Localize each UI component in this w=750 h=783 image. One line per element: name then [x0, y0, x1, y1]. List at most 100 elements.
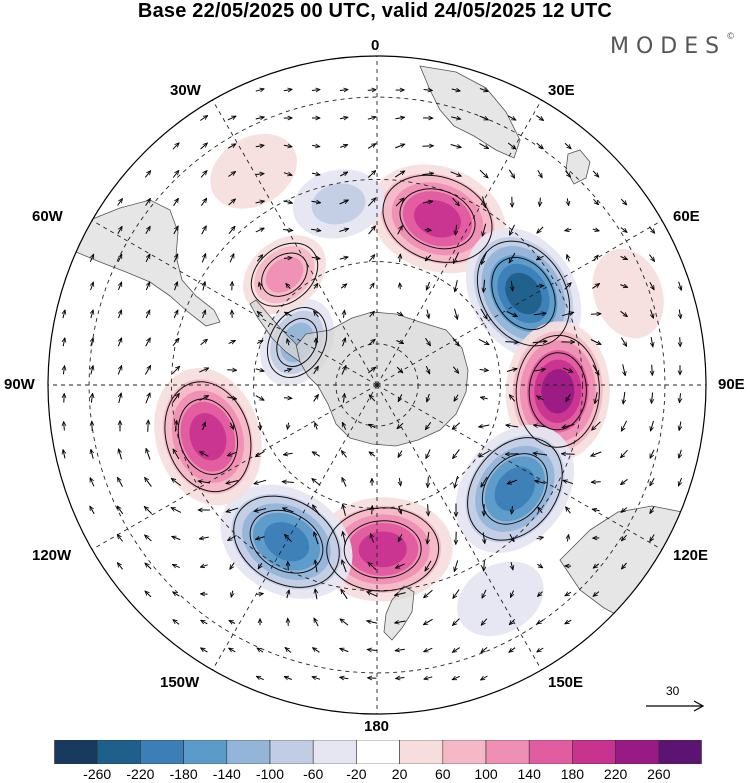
- wind-arrow: [368, 255, 375, 262]
- meridian-line: [91, 384, 378, 550]
- wind-arrow: [423, 618, 433, 624]
- wind-arrow: [145, 254, 151, 263]
- wind-arrow: [428, 504, 429, 516]
- wind-arrow: [538, 507, 543, 514]
- wind-arrow: [341, 366, 347, 375]
- wind-arrow: [198, 481, 211, 483]
- wind-arrow: [175, 282, 178, 291]
- wind-arrow: [537, 226, 544, 233]
- wind-arrow: [118, 338, 121, 347]
- wind-arrow: [428, 476, 429, 488]
- wind-arrow: [536, 537, 544, 539]
- lon-label-120w: 120W: [32, 547, 72, 564]
- latitude-circle: [88, 96, 666, 674]
- wind-arrow: [229, 648, 236, 653]
- wind-arrow: [256, 450, 265, 456]
- height-contour: [481, 453, 548, 525]
- wind-arrow: [341, 589, 348, 600]
- wind-arrow: [200, 143, 208, 150]
- wind-arrow: [651, 420, 654, 431]
- wind-arrow: [227, 397, 236, 399]
- wind-arrow: [453, 252, 459, 264]
- wind-arrow: [452, 366, 458, 374]
- wind-arrow: [535, 481, 546, 484]
- wind-arrow: [423, 201, 433, 203]
- wind-arrow: [311, 90, 320, 91]
- wind-arrow: [620, 337, 626, 347]
- wind-arrow: [312, 452, 321, 457]
- wind-arrow: [283, 508, 294, 513]
- wind-arrow: [229, 620, 236, 624]
- wind-arrow: [452, 422, 461, 429]
- wind-arrow: [367, 90, 376, 91]
- wind-arrow: [313, 395, 319, 402]
- height-contour: [249, 509, 324, 574]
- wind-arrow: [590, 339, 601, 345]
- colorbar-swatch: [658, 740, 702, 764]
- wind-arrow: [367, 117, 376, 119]
- colorbar-tick-label: 140: [517, 766, 541, 782]
- wind-arrow: [651, 337, 653, 347]
- wind-arrow: [537, 620, 544, 624]
- wind-arrow: [649, 281, 654, 290]
- anomaly-level: [210, 133, 297, 209]
- wind-arrow: [368, 339, 375, 346]
- height-contour: [276, 317, 318, 368]
- wind-arrow: [311, 173, 320, 175]
- wind-arrow: [145, 226, 150, 234]
- brand-name: MODES: [610, 34, 727, 59]
- colorbar-swatch: [399, 740, 444, 764]
- wind-arrow: [339, 199, 349, 205]
- wind-arrow: [427, 393, 430, 402]
- wind-arrow: [314, 311, 319, 318]
- wind-arrow: [340, 145, 347, 148]
- wind-arrow: [422, 173, 433, 175]
- wind-arrow: [479, 450, 490, 457]
- wind-arrow: [481, 647, 488, 652]
- wind-arrow: [509, 590, 513, 598]
- wind-arrow: [592, 364, 599, 375]
- wind-arrow: [343, 338, 346, 347]
- wind-arrow: [479, 425, 490, 427]
- wind-arrow: [479, 115, 489, 121]
- wind-arrow: [480, 397, 488, 399]
- wind-arrow: [171, 366, 179, 375]
- wind-arrow: [509, 224, 515, 235]
- wind-arrow: [480, 308, 487, 319]
- wind-arrow: [173, 310, 179, 319]
- wind-arrow: [534, 369, 545, 371]
- anomaly-level: [494, 466, 536, 511]
- height-contour: [343, 520, 422, 579]
- wind-arrow: [255, 201, 265, 203]
- wind-arrow: [648, 226, 654, 234]
- wind-vectors: [63, 89, 682, 681]
- wind-arrow: [368, 226, 376, 235]
- wind-arrow: [650, 534, 655, 542]
- wind-arrow: [506, 369, 517, 372]
- wind-arrow: [284, 369, 292, 371]
- wind-arrow: [173, 592, 180, 597]
- wind-arrow: [283, 173, 292, 176]
- wind-arrow: [453, 589, 460, 599]
- lon-label-60w: 60W: [32, 208, 63, 225]
- wind-arrow: [595, 392, 597, 403]
- wind-arrow: [482, 196, 486, 208]
- madagascar: [565, 149, 591, 185]
- wind-arrow: [173, 449, 180, 460]
- wind-arrow: [481, 251, 488, 265]
- height-contour: [491, 257, 556, 330]
- wind-arrow: [650, 506, 655, 514]
- wind-arrow: [343, 504, 346, 516]
- anomaly-level: [189, 413, 227, 461]
- wind-arrow: [227, 144, 236, 149]
- height-contour: [515, 334, 600, 448]
- wind-arrow: [622, 562, 627, 569]
- wind-arrow: [505, 342, 518, 343]
- wind-arrow: [203, 310, 206, 319]
- wind-arrow: [369, 395, 376, 402]
- wind-arrow: [117, 226, 122, 234]
- wind-arrow: [228, 226, 235, 235]
- wind-arrow: [367, 198, 375, 207]
- anomaly-level: [263, 522, 310, 562]
- wind-arrow: [343, 394, 344, 403]
